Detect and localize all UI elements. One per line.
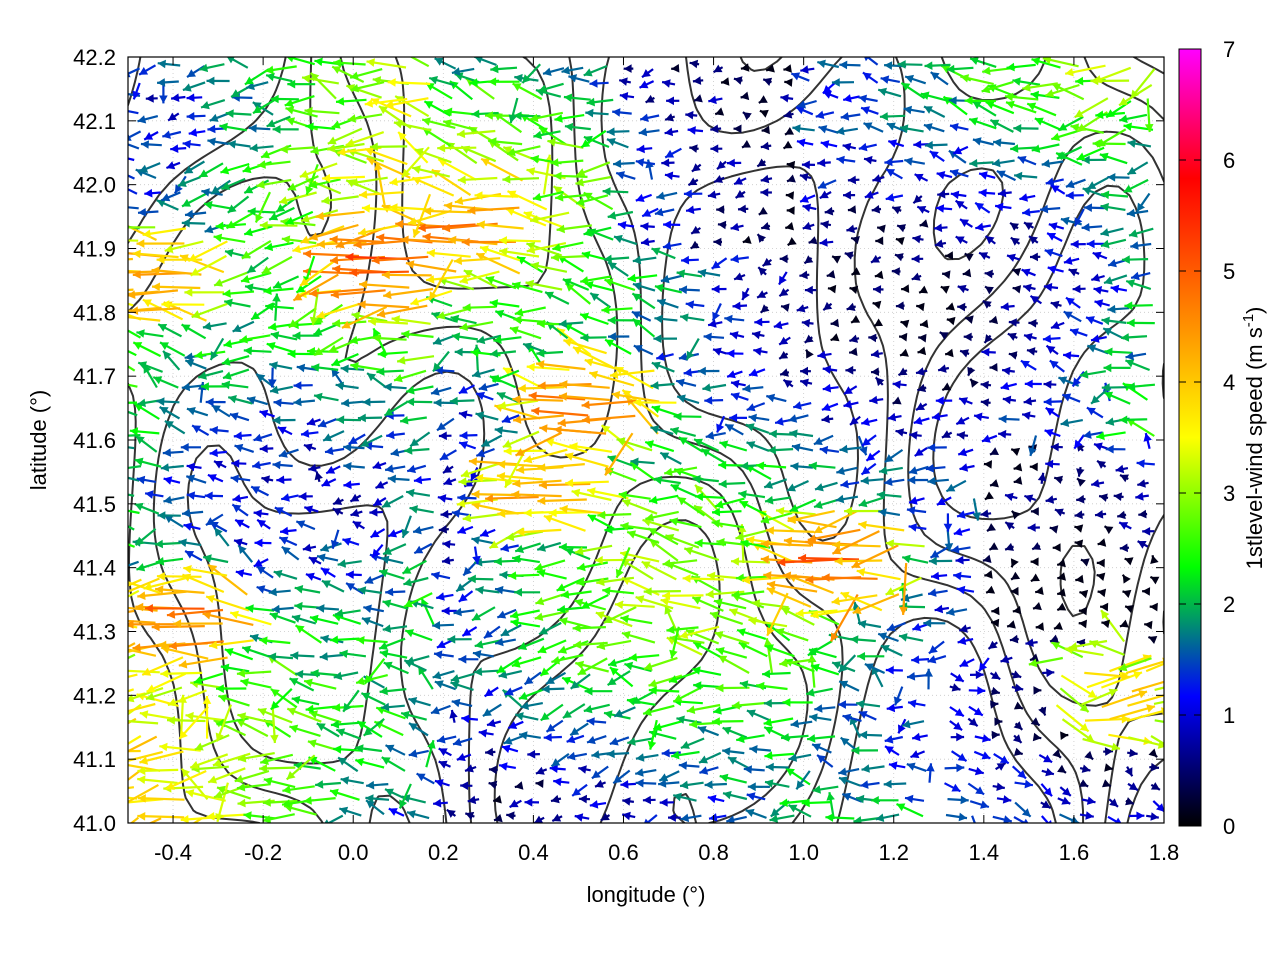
wind-vector-head [119, 667, 127, 676]
wind-vector-head [1163, 691, 1172, 699]
wind-vector [85, 289, 133, 298]
wind-vector-head [85, 289, 93, 298]
wind-vector-head [112, 709, 121, 717]
wind-vector-head [109, 341, 118, 349]
wind-vector [88, 787, 134, 797]
wind-vector-head [106, 535, 115, 543]
wind-vector-head [1170, 676, 1179, 684]
wind-vector-head [110, 517, 119, 525]
wind-vector-shaft [114, 435, 141, 436]
wind-vector-head [120, 798, 128, 807]
wind-vector-head [100, 591, 109, 599]
wind-vector-shaft [109, 272, 160, 273]
wind-vector-head [108, 721, 117, 729]
wind-vector-shaft [822, 577, 878, 578]
wind-vector-head [107, 353, 116, 361]
wind-vector-head [94, 265, 102, 274]
wind-vector-head [91, 659, 100, 667]
wind-vector-head [113, 405, 122, 413]
wind-vector-head [117, 589, 126, 597]
wind-vector-head [110, 291, 118, 300]
wind-vector-head [94, 734, 103, 742]
wind-vector-shaft [84, 611, 135, 619]
wind-vector-head [103, 663, 112, 671]
wind-vector-head [118, 563, 127, 571]
wind-vector-head [116, 832, 125, 840]
wind-vector-head [93, 791, 101, 800]
wind-vector-shaft [798, 558, 859, 560]
wind-vector-head [118, 757, 127, 765]
wind-vector-head [102, 791, 111, 799]
wind-vector-head [118, 577, 127, 585]
wind-vector-head [109, 268, 117, 277]
wind-vector-head [972, 825, 980, 834]
wind-vector-head [107, 399, 115, 408]
wind-vector-shaft [85, 290, 133, 294]
wind-vector-head [118, 648, 127, 656]
wind-vector-head [108, 603, 116, 612]
wind-vector-head [116, 473, 125, 481]
wind-vector-head [92, 292, 101, 300]
wind-vector-head [119, 717, 127, 726]
wind-vector-shaft [88, 787, 134, 793]
wind-vector-head [101, 839, 110, 847]
wind-vector-shaft [349, 272, 409, 273]
wind-vector-head [102, 603, 111, 611]
wind-vector-head [117, 800, 126, 808]
wind-vector-head [88, 788, 96, 797]
wind-vector-head [115, 464, 123, 473]
